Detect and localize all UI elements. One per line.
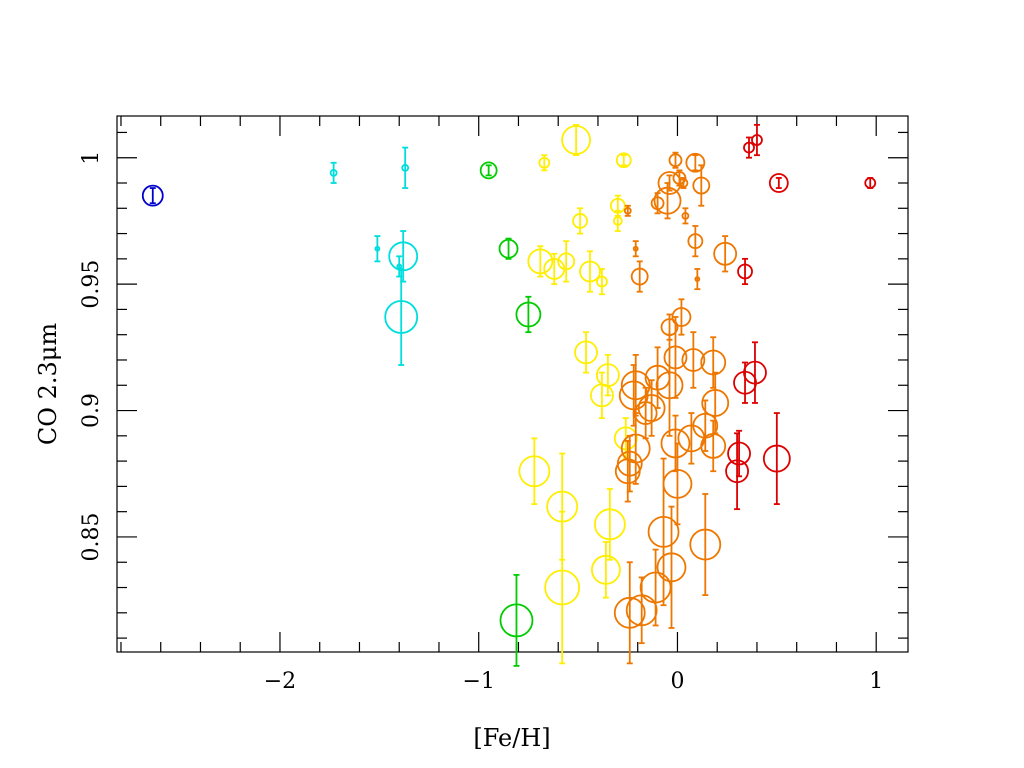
data-point [593,488,626,561]
data-point [681,207,690,225]
data-point [625,576,658,645]
data-point [612,209,623,232]
data-point [737,257,753,286]
x-tick-label: 0 [670,669,684,694]
data-point [613,561,646,665]
data-point [384,268,419,366]
data-point [632,240,639,258]
data-point [762,412,791,505]
data-point [656,505,687,629]
data-point [614,439,641,503]
data-point [653,182,682,220]
data-point [527,245,554,278]
data-point [713,235,738,273]
x-tick-label: −2 [264,669,296,694]
data-point [590,371,614,420]
data-point [623,204,632,217]
data-point [668,151,683,169]
y-tick-label: 0.85 [79,512,104,561]
x-axis-label: [Fe/H] [473,724,550,752]
data-point [388,230,419,283]
data-point [518,437,551,505]
data-point [655,333,684,437]
data-point [743,136,755,159]
data-point [498,237,519,260]
data-point [499,573,534,667]
axis-ticks [117,116,908,652]
data-point [768,173,789,193]
y-tick-label: 1 [79,151,104,165]
x-tick-label: 1 [869,669,883,694]
data-point [727,429,751,478]
data-point [595,354,620,397]
x-tick-label: −1 [462,669,494,694]
data-point [725,432,749,511]
data-point [543,252,566,286]
data-point [685,152,706,173]
data-point [544,510,581,665]
data-point [751,123,763,157]
data-point [671,298,692,336]
data-point [864,177,877,189]
data-point [615,152,632,169]
data-point [374,235,381,263]
data-point [689,493,722,597]
data-point [700,419,727,473]
data-point [596,268,608,296]
data-point [572,207,588,235]
data-point [647,457,680,607]
data-point [692,164,711,207]
data-point [557,240,576,283]
data-point [678,177,689,189]
data-point [681,331,706,389]
data-point [630,260,649,293]
plot-frame [116,115,909,653]
data-point [141,184,164,207]
y-tick-label: 0.95 [79,260,104,309]
data-point [515,295,542,334]
data-point [561,123,591,157]
data-point [479,161,498,180]
data-point [644,346,671,409]
data-point [687,225,704,258]
data-point [694,268,701,291]
axis-tick-labels: −2 −1 0 1 0.85 0.9 0.95 1 [79,151,883,694]
data-point [637,379,666,437]
y-tick-label: 0.9 [79,393,104,428]
data-point [538,154,551,172]
y-axis-label: CO 2.3μm [34,323,62,445]
data-point [329,161,338,184]
data-point [574,331,598,374]
data-point [591,541,621,599]
data-point [579,250,601,293]
data-point [743,341,767,404]
data-points [141,123,877,667]
data-point [401,146,410,189]
